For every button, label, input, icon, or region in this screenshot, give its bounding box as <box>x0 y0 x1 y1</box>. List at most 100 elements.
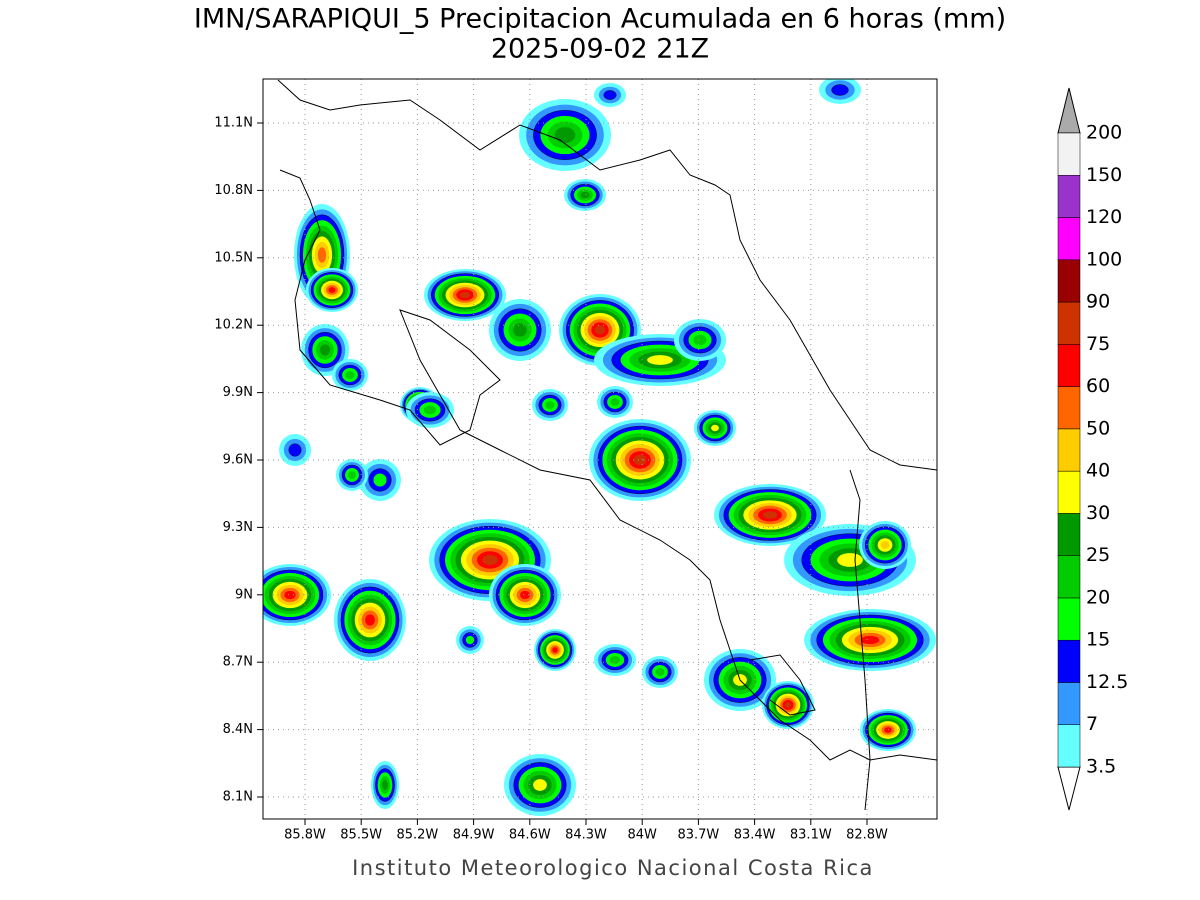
lat-label: 10.5N <box>214 250 253 265</box>
precip-contour <box>319 344 331 356</box>
colorbar-label: 20 <box>1086 586 1110 608</box>
precip-contour <box>482 554 498 566</box>
lon-label: 84W <box>627 828 657 843</box>
precip-contour <box>831 84 849 96</box>
precip-contour <box>365 614 375 626</box>
colorbar-band <box>1057 682 1081 725</box>
lon-label: 83.1W <box>790 828 832 843</box>
colorbar-band <box>1057 386 1081 430</box>
lon-label: 84.6W <box>509 828 551 843</box>
lat-label: 9.9N <box>223 385 253 400</box>
lon-label: 83.7W <box>677 828 719 843</box>
precip-contour <box>880 541 890 549</box>
precip-contour <box>545 401 555 409</box>
lat-label: 8.1N <box>223 790 253 805</box>
lon-label: 85.8W <box>284 828 326 843</box>
colorbar-band <box>1057 259 1081 303</box>
precip-contour <box>317 247 327 263</box>
colorbar-band <box>1057 132 1081 176</box>
colorbar-band <box>1057 639 1081 683</box>
lat-label: 9.3N <box>223 520 253 535</box>
colorbar: 3.5 7 12.5 15 20 25 30 40 50 60 75 90 100 120 150 200 <box>1057 122 1128 778</box>
precip-contour <box>348 471 356 479</box>
precip-contour <box>533 779 547 791</box>
precip-contour <box>711 424 719 432</box>
precip-contour <box>647 355 673 365</box>
lat-label: 8.7N <box>223 655 253 670</box>
colorbar-label: 50 <box>1086 417 1110 439</box>
colorbar-band <box>1057 470 1081 514</box>
colorbar-label: 40 <box>1086 460 1110 482</box>
precip-contour <box>373 473 387 487</box>
precip-contour <box>784 702 792 708</box>
precip-contour <box>328 287 336 293</box>
precip-contour <box>610 398 620 406</box>
colorbar-band <box>1057 428 1081 472</box>
precip-contour <box>633 454 647 466</box>
colorbar-label: 15 <box>1086 629 1110 651</box>
subtitle: 2025-09-02 21Z <box>491 34 709 65</box>
lon-label: 85.5W <box>340 828 382 843</box>
lon-label: 83.4W <box>734 828 776 843</box>
footer: Instituto Meteorologico Nacional Costa R… <box>352 856 874 880</box>
lon-label: 84.9W <box>453 828 495 843</box>
grid: 11.1N 10.8N 10.5N 10.2N 9.9N 9.6N 9.3N 9N 8.7N 8.… <box>214 79 937 843</box>
title: IMN/SARAPIQUI_5 Precipitacion Acumulada … <box>194 4 1006 35</box>
colorbar-label: 30 <box>1086 502 1110 524</box>
precip-contour <box>345 371 355 379</box>
lon-label: 84.3W <box>565 828 607 843</box>
colorbar-band <box>1057 344 1081 387</box>
colorbar-band <box>1057 217 1081 261</box>
lon-label: 82.8W <box>846 828 888 843</box>
precip-contour <box>423 405 437 415</box>
precip-contour <box>520 590 530 600</box>
colorbar-label: 120 <box>1086 206 1122 228</box>
colorbar-label: 25 <box>1086 544 1110 566</box>
precip-contour <box>655 668 665 676</box>
precip-contour <box>513 323 527 337</box>
colorbar-label: 3.5 <box>1086 756 1116 778</box>
precip-contour <box>594 325 606 335</box>
precip-contour <box>465 635 475 645</box>
colorbar-label: 60 <box>1086 375 1110 397</box>
colorbar-band <box>1057 597 1081 641</box>
colorbar-label: 75 <box>1086 333 1110 355</box>
precip-contour <box>552 647 558 653</box>
precip-contour <box>609 656 621 664</box>
precip-contour <box>284 590 296 600</box>
lat-label: 10.8N <box>214 183 253 198</box>
precipitation-field <box>263 79 936 816</box>
colorbar-arrow-top <box>1057 87 1081 134</box>
colorbar-label: 7 <box>1086 713 1098 735</box>
colorbar-band <box>1057 555 1081 599</box>
colorbar-label: 150 <box>1086 164 1122 186</box>
precip-contour <box>762 511 778 519</box>
colorbar-band <box>1057 175 1081 218</box>
precip-contour <box>554 127 576 143</box>
lat-label: 9.6N <box>223 453 253 468</box>
coastlines <box>277 79 937 811</box>
precip-contour <box>603 90 617 100</box>
precip-contour <box>459 291 471 299</box>
precip-contour <box>288 443 302 457</box>
precip-contour <box>693 334 707 346</box>
colorbar-label: 90 <box>1086 291 1110 313</box>
lat-label: 10.2N <box>214 318 253 333</box>
colorbar-label: 12.5 <box>1086 671 1128 693</box>
precip-contour <box>382 779 388 791</box>
colorbar-label: 100 <box>1086 248 1122 270</box>
colorbar-band <box>1057 301 1081 345</box>
precip-contour <box>860 635 880 645</box>
lat-label: 9N <box>235 587 253 602</box>
colorbar-arrow-bottom <box>1057 766 1081 811</box>
lat-label: 11.1N <box>214 116 253 131</box>
precip-contour <box>837 553 863 567</box>
lat-label: 8.4N <box>223 722 253 737</box>
lon-label: 85.2W <box>396 828 438 843</box>
colorbar-label: 200 <box>1086 122 1122 144</box>
map-frame <box>262 78 938 820</box>
precip-contour <box>580 191 590 199</box>
colorbar-band <box>1057 724 1081 768</box>
colorbar-band <box>1057 513 1081 556</box>
